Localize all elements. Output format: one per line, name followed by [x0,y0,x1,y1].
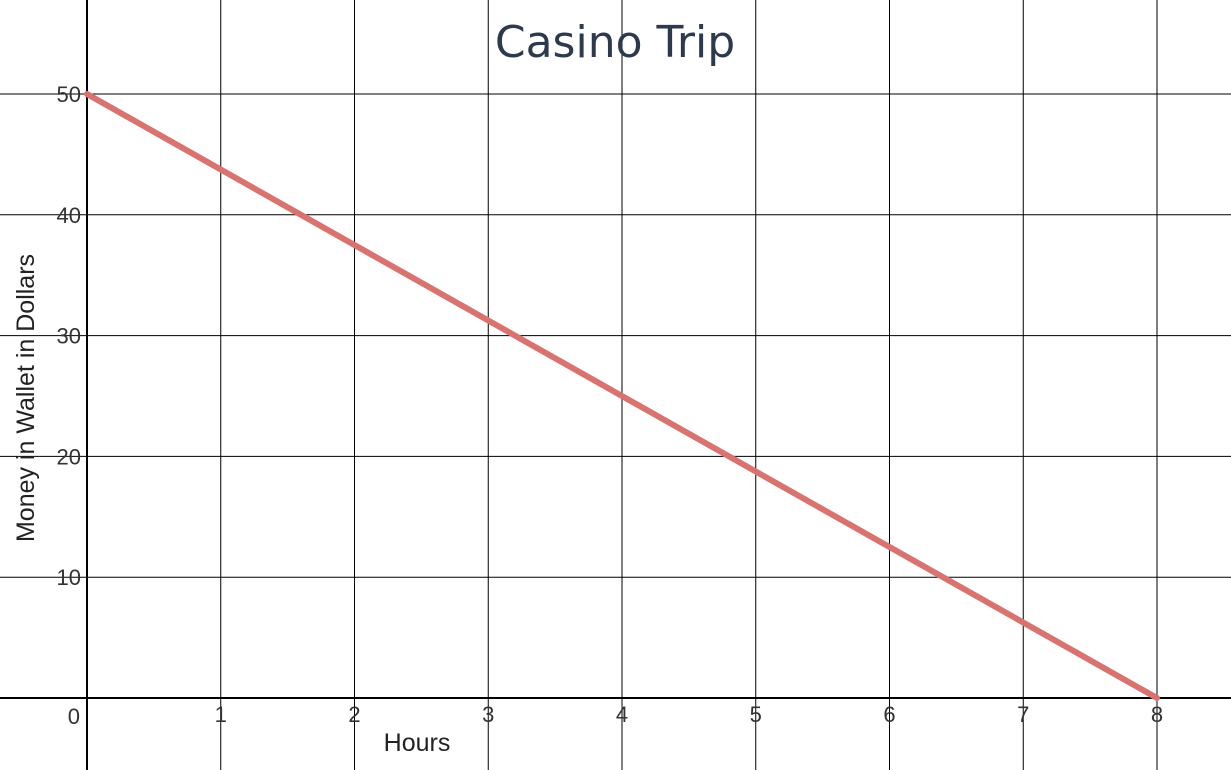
x-axis-label: Hours [384,729,451,757]
x-tick-label: 5 [750,702,762,727]
y-tick-label: 50 [57,82,81,107]
series-line [84,91,1160,701]
y-axis-label: Money in Wallet in Dollars [12,254,40,542]
x-tick-label: 8 [1151,702,1163,727]
x-tick-label: 1 [215,702,227,727]
x-tick-label: 3 [482,702,494,727]
y-tick-label: 20 [57,444,81,469]
x-tick-label: 6 [883,702,895,727]
x-tick-label: 7 [1017,702,1029,727]
tick-labels: 1 2 3 4 5 6 7 8 10 20 30 40 50 0 [57,82,1164,729]
x-tick-label: 2 [348,702,360,727]
y-tick-label: 40 [57,203,81,228]
series-layer [84,91,1160,701]
origin-label: 0 [68,704,80,729]
chart-title: Casino Trip [495,17,735,68]
y-tick-label: 30 [57,324,81,349]
y-tick-label: 10 [57,565,81,590]
x-tick-label: 4 [616,702,628,727]
